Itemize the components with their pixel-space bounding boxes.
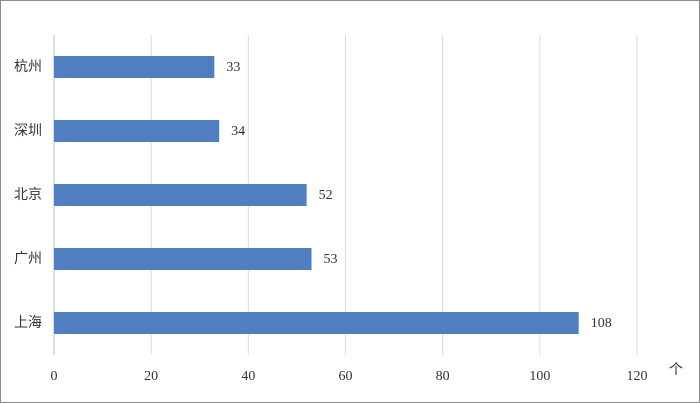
- data-label: 52: [319, 188, 333, 203]
- bar: [54, 120, 220, 142]
- x-tick-label: 40: [241, 369, 255, 384]
- data-label: 53: [323, 252, 337, 267]
- bar: [54, 248, 312, 270]
- y-tick-label: 北京: [14, 187, 42, 203]
- y-tick-label: 深圳: [14, 123, 42, 139]
- y-tick-label: 广州: [14, 251, 42, 267]
- y-tick-label: 上海: [14, 315, 42, 331]
- y-tick-label: 杭州: [14, 59, 42, 75]
- data-label: 34: [231, 124, 245, 139]
- x-tick-label: 80: [436, 369, 450, 384]
- data-label: 108: [591, 316, 612, 331]
- data-label: 33: [226, 60, 240, 75]
- x-tick-label: 100: [529, 369, 550, 384]
- x-tick-label: 0: [51, 369, 58, 384]
- bar: [54, 312, 579, 334]
- x-tick-label: 60: [339, 369, 353, 384]
- bar: [54, 184, 307, 206]
- x-tick-label: 120: [627, 369, 648, 384]
- x-tick-label: 20: [144, 369, 158, 384]
- bar: [54, 56, 215, 78]
- x-unit: 个: [669, 362, 683, 378]
